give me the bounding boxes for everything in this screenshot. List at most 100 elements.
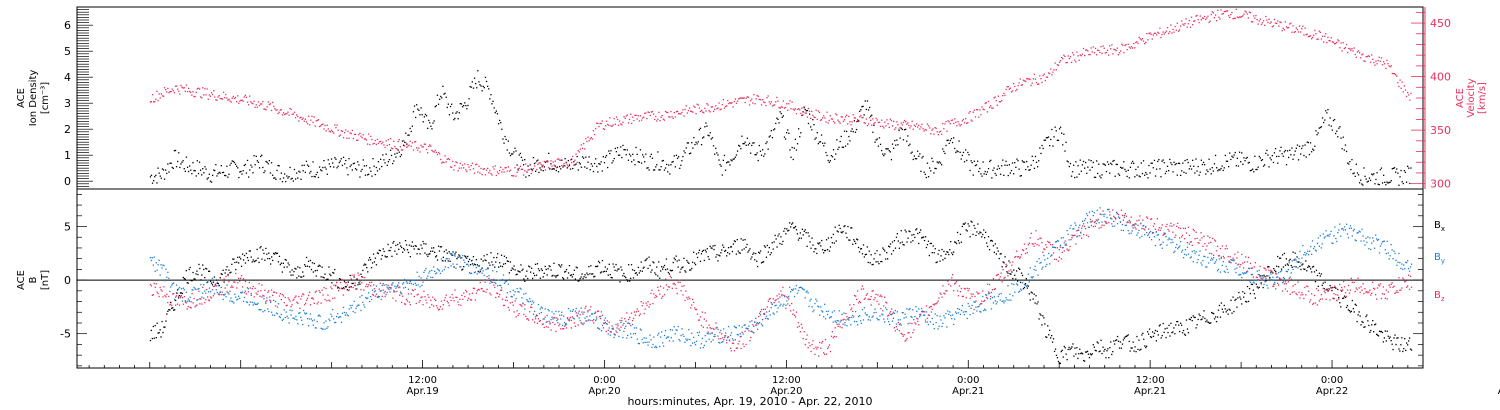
velocity-point xyxy=(497,172,500,175)
velocity-point xyxy=(460,167,463,169)
velocity-point xyxy=(392,148,394,150)
field-point-bx xyxy=(794,225,797,228)
velocity-point xyxy=(1085,49,1087,51)
density-point xyxy=(442,85,444,87)
field-point-bx xyxy=(1190,316,1192,319)
field-point-bz xyxy=(400,291,402,293)
velocity-point xyxy=(241,99,243,101)
field-point-bz xyxy=(907,332,909,334)
field-point-bx xyxy=(649,264,651,267)
field-point-bx xyxy=(300,276,302,278)
density-point xyxy=(494,112,496,114)
velocity-point xyxy=(399,146,401,148)
field-point-bz xyxy=(1311,293,1313,295)
field-point-bx xyxy=(208,270,210,272)
field-point-bx xyxy=(611,277,613,279)
field-point-bz xyxy=(1214,240,1217,242)
field-point-bz xyxy=(172,293,174,295)
field-point-bx xyxy=(1338,296,1340,299)
field-point-bz xyxy=(1206,245,1208,247)
field-point-bx xyxy=(916,228,918,230)
density-point xyxy=(380,158,382,160)
field-point-bx xyxy=(251,261,253,263)
field-point-bx xyxy=(151,337,153,340)
field-point-bx xyxy=(1125,335,1127,337)
density-point xyxy=(1201,163,1204,166)
field-point-bz xyxy=(1172,231,1174,233)
density-point xyxy=(275,178,277,180)
field-point-bx xyxy=(413,248,415,250)
field-point-bx xyxy=(279,263,281,266)
field-point-bz xyxy=(604,321,606,324)
field-point-bx xyxy=(817,242,819,244)
field-point-bx xyxy=(463,266,465,268)
field-point-bz xyxy=(922,310,925,313)
field-point-bx xyxy=(710,247,712,249)
field-point-bx xyxy=(532,277,534,280)
field-point-bz xyxy=(839,326,841,328)
velocity-point xyxy=(967,122,969,124)
density-point xyxy=(753,142,755,144)
density-point xyxy=(1189,165,1192,167)
density-point xyxy=(600,161,602,163)
field-point-bz xyxy=(514,300,516,302)
field-point-bz xyxy=(1158,227,1160,229)
field-point-bx xyxy=(527,277,529,280)
field-point-bz xyxy=(276,306,279,308)
field-point-bz xyxy=(333,284,335,286)
field-point-bx xyxy=(370,267,373,269)
field-point-bx xyxy=(925,246,928,249)
field-point-bx xyxy=(454,253,456,255)
density-point xyxy=(844,145,847,147)
field-point-bx xyxy=(542,276,544,278)
velocity-point xyxy=(1003,92,1005,94)
field-point-bz xyxy=(453,300,455,302)
velocity-point xyxy=(1281,30,1283,32)
field-point-bx xyxy=(1087,353,1090,355)
velocity-point xyxy=(1226,10,1229,12)
velocity-point xyxy=(798,108,800,110)
velocity-point xyxy=(281,114,284,116)
density-point xyxy=(1065,141,1067,143)
field-point-bz xyxy=(285,305,287,307)
field-point-bx xyxy=(207,281,209,283)
velocity-point xyxy=(824,117,826,119)
density-point xyxy=(592,170,595,173)
velocity-point xyxy=(1154,32,1157,34)
velocity-point xyxy=(657,118,659,120)
field-point-bz xyxy=(1038,244,1040,247)
field-point-bx xyxy=(678,259,680,261)
velocity-point xyxy=(647,111,649,113)
density-point xyxy=(817,143,819,145)
field-point-bx xyxy=(830,237,833,239)
velocity-point xyxy=(1105,51,1108,54)
density-point xyxy=(464,102,466,104)
field-point-bx xyxy=(889,243,892,245)
field-point-bz xyxy=(1146,216,1148,218)
field-point-bz xyxy=(589,309,591,311)
density-point xyxy=(756,152,758,154)
field-point-bx xyxy=(1044,323,1046,325)
velocity-point xyxy=(585,138,587,140)
density-point xyxy=(1205,173,1207,175)
field-point-bx xyxy=(939,260,941,262)
field-point-bz xyxy=(926,317,929,319)
field-point-bz xyxy=(657,286,659,288)
field-point-bz xyxy=(1228,260,1230,262)
velocity-point xyxy=(1040,78,1042,80)
field-point-bz xyxy=(924,319,927,321)
density-point xyxy=(946,139,948,142)
field-point-bx xyxy=(235,268,237,271)
field-point-bz xyxy=(564,325,566,327)
velocity-point xyxy=(1385,67,1387,69)
field-point-bx xyxy=(790,226,792,228)
field-point-bx xyxy=(1078,353,1080,355)
field-point-bz xyxy=(930,305,932,308)
field-point-bz xyxy=(1201,237,1203,239)
density-point xyxy=(451,103,453,105)
field-point-bz xyxy=(695,308,698,311)
field-point-bz xyxy=(243,292,246,294)
velocity-point xyxy=(198,88,201,90)
field-point-bx xyxy=(1197,318,1199,321)
density-point xyxy=(805,110,807,112)
